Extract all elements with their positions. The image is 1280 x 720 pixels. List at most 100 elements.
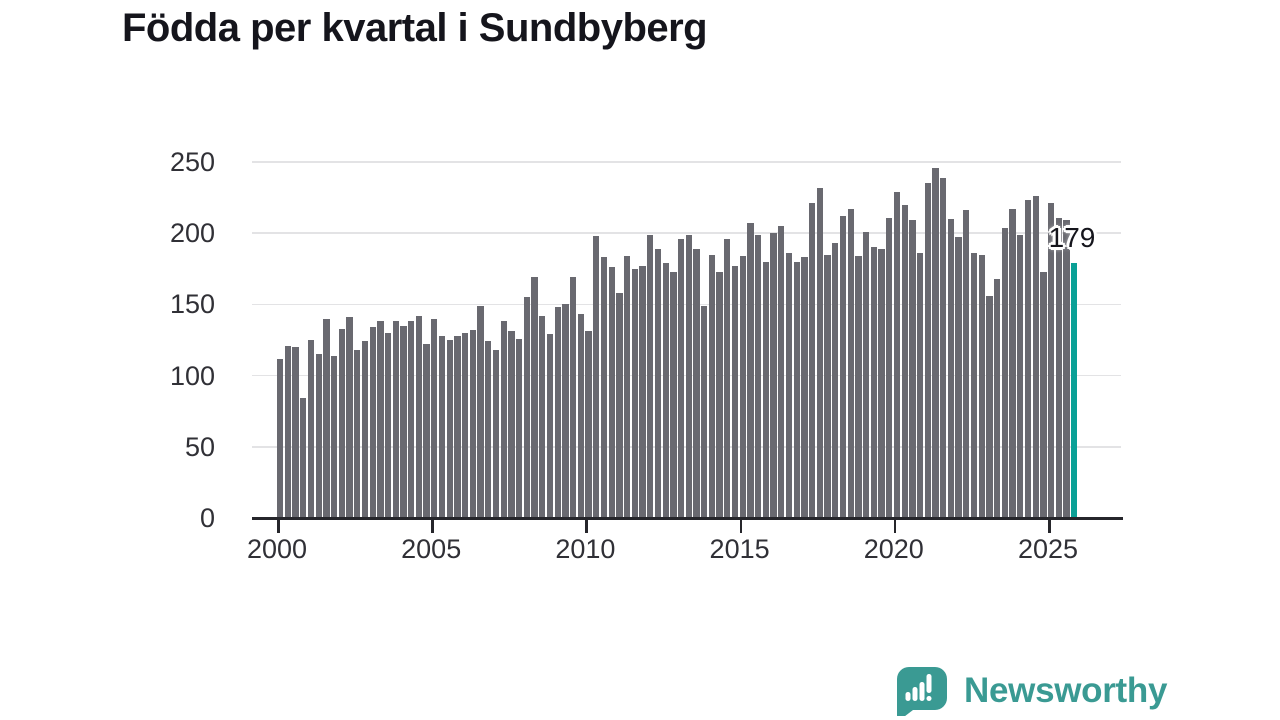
bar-2017-Q3 <box>816 187 823 518</box>
bar-2021-Q4 <box>947 218 955 518</box>
x-axis-line <box>252 516 1123 520</box>
bar-2024-Q4 <box>1040 271 1047 518</box>
highlighted-bar-2025-Q4 <box>1071 263 1078 518</box>
bar-2019-Q3 <box>878 248 885 518</box>
bar-2023-Q1 <box>986 295 993 518</box>
chart-title: Födda per kvartal i Sundbyberg <box>122 6 708 50</box>
bar-2021-Q3 <box>940 177 947 518</box>
x-axis-tick-2000 <box>277 519 280 533</box>
newsworthy-logo-text: Newsworthy <box>964 671 1168 710</box>
gridline-200 <box>252 232 1121 234</box>
bar-2001-Q1 <box>307 340 315 518</box>
bar-2025-Q1 <box>1048 203 1055 518</box>
bar-2011-Q3 <box>631 268 638 518</box>
bar-2017-Q2 <box>808 203 816 518</box>
bar-2003-Q3 <box>384 332 392 518</box>
bar-2006-Q3 <box>477 305 484 518</box>
bar-2011-Q4 <box>639 265 646 518</box>
bar-2025-Q2 <box>1055 217 1062 518</box>
bar-2018-Q2 <box>839 216 847 518</box>
bar-2013-Q1 <box>677 238 685 518</box>
bar-2000-Q1 <box>277 358 284 518</box>
y-axis-tick-label: 150 <box>169 289 215 320</box>
gridline-250 <box>252 161 1121 163</box>
bar-2002-Q2 <box>346 317 353 518</box>
bar-2008-Q1 <box>523 297 531 518</box>
highlight-value-label: 179 <box>1048 222 1096 253</box>
bar-2014-Q4 <box>731 265 739 518</box>
bar-2023-Q2 <box>994 278 1001 518</box>
bar-2021-Q2 <box>932 167 939 518</box>
bar-2005-Q1 <box>431 318 438 518</box>
bar-2005-Q2 <box>438 335 446 518</box>
bar-2020-Q1 <box>893 191 901 518</box>
bar-2007-Q1 <box>492 349 500 518</box>
bar-2018-Q3 <box>847 208 854 518</box>
y-axis-tick-label: 200 <box>169 218 215 249</box>
bar-2021-Q1 <box>924 183 931 518</box>
bar-2019-Q4 <box>886 217 893 518</box>
bar-2008-Q2 <box>531 277 538 518</box>
x-axis-tick-label: 2005 <box>401 534 462 564</box>
bar-2016-Q1 <box>770 233 777 518</box>
bar-2013-Q2 <box>685 234 692 518</box>
bar-2013-Q4 <box>701 305 708 518</box>
bar-2006-Q4 <box>485 341 492 518</box>
bar-2003-Q1 <box>369 327 376 518</box>
bar-2013-Q3 <box>693 248 700 518</box>
bar-2002-Q3 <box>354 349 361 518</box>
bar-2012-Q3 <box>662 263 669 518</box>
bar-2008-Q3 <box>539 315 546 518</box>
bar-2014-Q2 <box>716 271 723 518</box>
bar-2020-Q3 <box>909 220 916 518</box>
bar-2004-Q4 <box>423 344 430 518</box>
bar-2003-Q2 <box>377 321 384 518</box>
bar-2001-Q4 <box>330 355 338 518</box>
x-axis-tick-label: 2020 <box>863 534 924 564</box>
bar-2009-Q4 <box>577 314 584 518</box>
bar-2019-Q2 <box>870 247 877 518</box>
bar-2002-Q4 <box>361 341 369 518</box>
bar-2016-Q3 <box>785 253 793 518</box>
bar-2024-Q1 <box>1017 234 1024 518</box>
y-axis-tick-label: 0 <box>199 503 215 533</box>
x-axis-tick-2025 <box>1048 519 1051 533</box>
x-axis-tick-label: 2010 <box>555 534 616 564</box>
bar-2019-Q1 <box>862 231 870 518</box>
bar-2002-Q1 <box>338 328 345 518</box>
bar-2009-Q1 <box>554 307 561 518</box>
bar-2014-Q3 <box>724 238 731 518</box>
bar-2010-Q3 <box>600 257 608 518</box>
bar-2007-Q3 <box>508 331 515 518</box>
x-axis-tick-label: 2015 <box>709 534 770 564</box>
bar-2010-Q4 <box>608 267 615 518</box>
bar-2000-Q4 <box>300 398 307 518</box>
bar-2022-Q3 <box>970 253 978 518</box>
y-axis-tick-label: 50 <box>184 431 215 462</box>
bar-2005-Q4 <box>454 335 461 518</box>
x-axis-tick-2005 <box>431 519 434 533</box>
bar-2012-Q4 <box>670 271 677 518</box>
bar-2006-Q1 <box>462 332 469 518</box>
bar-2005-Q3 <box>446 340 453 518</box>
bar-2012-Q1 <box>647 234 654 518</box>
bar-2000-Q2 <box>284 345 291 518</box>
bar-2018-Q1 <box>832 243 839 518</box>
bar-2004-Q3 <box>415 315 423 518</box>
bar-2003-Q4 <box>392 321 399 518</box>
bar-2020-Q2 <box>901 204 908 518</box>
bar-2023-Q4 <box>1009 208 1016 518</box>
bar-2004-Q1 <box>400 325 407 518</box>
bar-2015-Q3 <box>755 234 762 518</box>
x-axis-tick-2010 <box>585 519 588 533</box>
bar-2020-Q4 <box>916 253 924 518</box>
newsworthy-logo: Newsworthy <box>896 666 1167 716</box>
x-axis-tick-2020 <box>893 519 897 533</box>
x-axis-tick-label: 2000 <box>246 534 308 564</box>
bar-2014-Q1 <box>708 254 716 518</box>
bar-2015-Q1 <box>739 255 746 518</box>
bar-2024-Q2 <box>1024 200 1032 518</box>
bar-2016-Q2 <box>778 226 785 518</box>
bar-2022-Q1 <box>955 237 962 518</box>
